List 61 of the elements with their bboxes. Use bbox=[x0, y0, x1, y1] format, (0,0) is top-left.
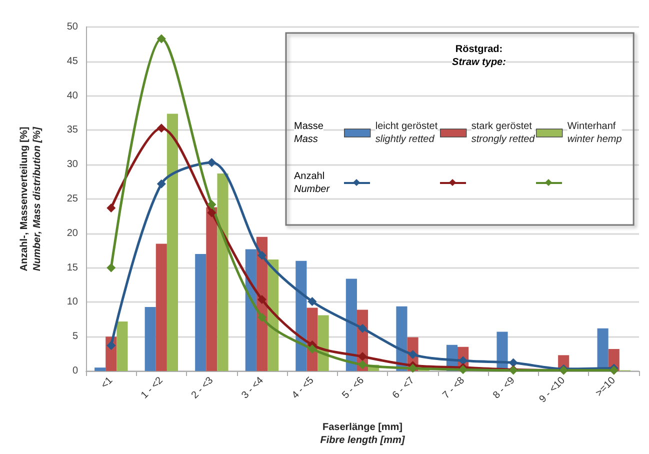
x-tick-label: 3 - <4 bbox=[240, 374, 266, 402]
legend-label: stark geröstet strongly retted bbox=[471, 121, 536, 145]
point bbox=[207, 158, 216, 168]
y-tick-label: 45 bbox=[66, 56, 78, 67]
legend-title: Röstgrad: Straw type: bbox=[452, 44, 506, 68]
x-tick-label: 6 - <7 bbox=[390, 374, 417, 402]
x-axis-title: Faserlänge [mm] Fibre length [mm] bbox=[320, 422, 406, 446]
point bbox=[106, 263, 116, 272]
x-tick-label: 9 - <10 bbox=[538, 374, 568, 406]
legend-label: leicht geröstet slightly retted bbox=[375, 121, 438, 145]
x-tick-label: 4 - <5 bbox=[290, 374, 316, 402]
x-tick-label: <1 bbox=[99, 374, 116, 391]
bar bbox=[156, 244, 167, 371]
bar bbox=[267, 260, 279, 371]
point bbox=[358, 360, 367, 370]
y-tick-label: 40 bbox=[66, 90, 78, 102]
bar bbox=[195, 254, 206, 371]
x-tick-label: 5 - <6 bbox=[340, 374, 367, 402]
y-tick-label: 50 bbox=[66, 22, 78, 32]
bar bbox=[318, 315, 329, 371]
y-tick-label: 0 bbox=[72, 366, 78, 376]
point bbox=[207, 208, 216, 218]
point bbox=[156, 124, 166, 133]
point bbox=[106, 341, 116, 350]
point bbox=[358, 352, 367, 362]
point bbox=[408, 364, 418, 373]
bar bbox=[296, 260, 307, 371]
point bbox=[106, 203, 116, 212]
bar bbox=[144, 307, 156, 371]
point bbox=[257, 294, 266, 304]
bar bbox=[94, 368, 106, 371]
annotation: Masse Mass bbox=[294, 121, 324, 145]
legend-label: Winterhanf winter hemp bbox=[567, 121, 622, 145]
point bbox=[308, 344, 317, 354]
point bbox=[257, 250, 266, 260]
y-tick-label: 25 bbox=[66, 194, 78, 204]
y-tick-label: 15 bbox=[66, 262, 78, 274]
bar bbox=[245, 249, 256, 371]
x-tick-label: 1 - <2 bbox=[139, 374, 166, 402]
point bbox=[207, 200, 216, 210]
point bbox=[508, 358, 518, 368]
bar bbox=[217, 174, 228, 371]
bar bbox=[346, 278, 357, 371]
x-tick-label: 7 - <8 bbox=[440, 374, 468, 402]
y-axis-title: Anzahl-, Massenverteilung [%] Number, Mass distribution [%] bbox=[19, 126, 43, 272]
annotation: Anzahl Number bbox=[294, 171, 330, 195]
x-tick-label: 8 - <9 bbox=[491, 374, 518, 402]
bar bbox=[166, 114, 178, 371]
point bbox=[257, 312, 266, 322]
y-tick-label: 35 bbox=[66, 124, 78, 136]
bar bbox=[116, 321, 128, 371]
bar bbox=[206, 207, 218, 371]
point bbox=[156, 34, 166, 44]
x-tick-label: 2 - <3 bbox=[190, 374, 216, 402]
y-tick-label: 5 bbox=[72, 331, 78, 342]
y-tick-label: 30 bbox=[66, 159, 78, 170]
y-tick-label: 10 bbox=[66, 296, 78, 308]
point bbox=[156, 179, 166, 188]
point bbox=[308, 297, 317, 306]
y-tick-label: 20 bbox=[66, 228, 78, 239]
point bbox=[358, 324, 367, 333]
